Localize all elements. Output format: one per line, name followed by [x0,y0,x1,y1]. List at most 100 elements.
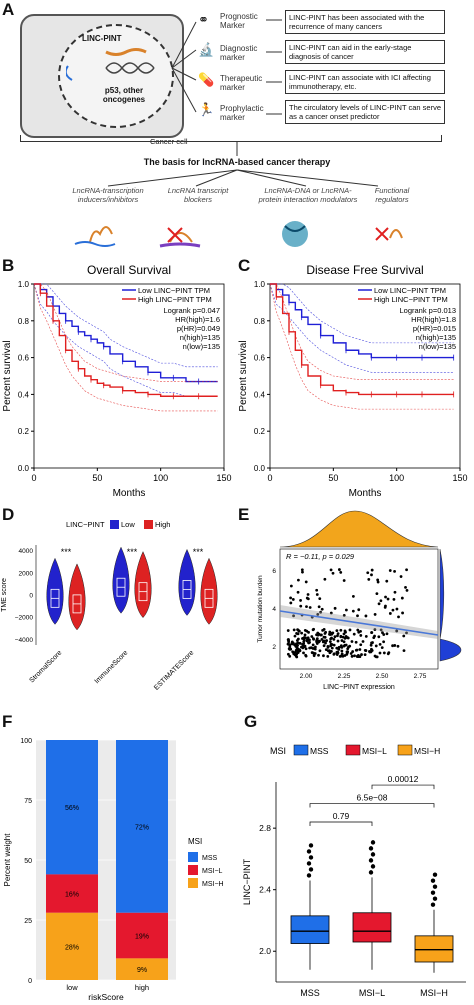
scatter-point [351,595,355,598]
scatter-point [395,607,399,611]
scatter-point [332,637,336,641]
x-tick-label: 150 [452,473,467,483]
y-axis-label: LINC−PINT [242,858,252,905]
outlier-point [430,890,436,895]
outlier-point [308,867,314,872]
scatter-point [352,632,356,636]
scatter-point [344,608,348,612]
y-tick-label: 0.2 [254,427,266,436]
scatter-point [289,584,293,588]
scatter-point [329,568,333,572]
scatter-point [342,579,346,582]
marker-desc-box: LINC-PINT has been associated with the r… [285,10,445,34]
legend-entry: High [155,520,170,529]
legend-title: MSI [270,746,286,756]
scatter-point [351,650,355,653]
nucleus-text: p53, other oncogenes [102,86,146,104]
scatter-point [288,654,292,658]
confidence-band [270,283,454,344]
treadmill-icon: 🏃 [198,102,215,117]
y-tick-label: 1.0 [254,280,266,289]
scatter-point [370,573,373,577]
scatter-point [341,654,345,658]
scatter-point [375,655,379,659]
scatter-point [308,606,312,609]
legend-title: MSI [188,837,202,846]
panel-label-d: D [2,505,15,524]
legend-swatch [188,852,198,862]
nucleus [58,24,174,128]
stat-text: p(HR)=0.015 [413,324,456,333]
scatter-point [300,631,304,635]
x-axis-label: Months [349,488,382,499]
scatter-point [353,654,356,658]
chart-msi-stacked-bar: 0 25 50 75 100 Percent weight 56% 16% 28% low 72% 1… [3,738,224,1002]
scatter-point [364,634,368,638]
basis-title: The basis for lncRNA-based cancer therap… [143,157,331,167]
scatter-point [378,651,382,655]
scatter-point [315,588,319,592]
scatter-point [382,640,386,644]
scatter-point [335,652,339,656]
scatter-point [342,632,346,636]
y-tick-label: 4000 [19,548,34,555]
scatter-point [405,568,408,572]
outlier-point [308,855,314,860]
marker-name: Prognostic Marker [220,12,258,30]
y-tick-label: 0 [29,593,33,600]
scatter-point [330,643,334,646]
scatter-point [295,632,298,635]
scatter-point [336,632,340,636]
scatter-point [342,614,346,617]
marginal-density-right [439,548,462,662]
chart-tmb-scatter: R = −0.11, p = 0.029 LINC−PINT expression… [257,510,462,691]
scatter-point [386,597,390,601]
scatter-point [350,654,354,658]
scatter-point [298,649,302,653]
scatter-point [359,634,363,637]
scatter-point [393,569,396,573]
scatter-point [335,646,339,650]
scatter-point [367,577,371,581]
scatter-point [304,647,308,651]
blocker-icon [159,227,201,248]
scatter-point [322,644,326,648]
legend-entry: MSI−L [362,746,387,756]
confidence-band [269,283,454,410]
regression-line [279,610,439,636]
scatter-point [376,580,380,584]
y-tick-label: 2.8 [259,823,271,833]
y-tick-label: 1.0 [18,280,30,289]
scatter-point [397,615,400,619]
pill-icon: 💊 [198,72,215,87]
scatter-point [404,585,407,589]
scatter-point [379,599,383,603]
x-tick-label: 2.25 [338,673,351,680]
scatter-point [306,597,310,601]
y-tick-label: −2000 [15,615,34,622]
legend-entry: High LINC−PINT TPM [374,295,448,304]
legend-swatch [397,744,413,756]
scatter-point [289,596,293,600]
outlier-point [306,849,312,854]
legend-entry: Low LINC−PINT TPM [138,286,210,295]
scatter-point [313,647,317,651]
outlier-point [432,872,438,877]
y-tick-label: 6 [272,568,276,575]
plot-frame [269,283,461,469]
scatter-point [324,641,327,645]
legend-title: LINC−PINT [66,520,105,529]
strategy-label: LncRNA-transcription inducers/inhibitors [72,186,144,204]
scatter-point [344,635,348,638]
scatter-point [402,649,406,652]
scatter-point [393,590,397,594]
y-tick-label: 0.6 [18,354,30,363]
scatter-point [335,629,339,632]
scatter-point [384,604,387,608]
significance-bracket [309,803,435,808]
y-tick-label: 0.4 [254,390,266,399]
x-tick-label: 50 [92,473,102,483]
x-tick-label: MSI−H [420,988,448,998]
scatter-point [330,636,333,640]
legend-swatch [188,878,198,888]
